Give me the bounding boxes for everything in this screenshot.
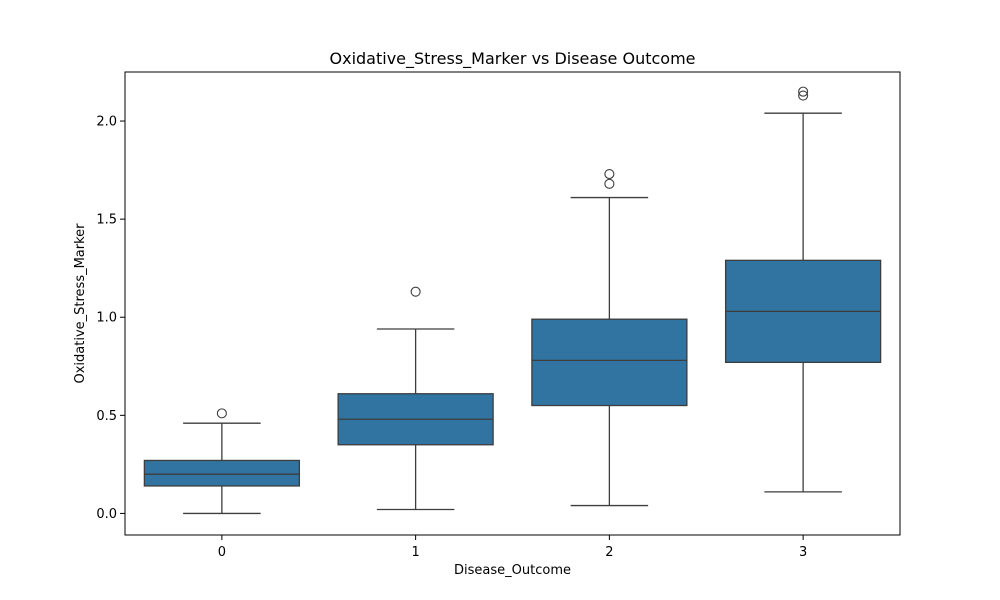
- y-tick-label: 0.5: [96, 409, 117, 424]
- outlier-point: [798, 86, 809, 97]
- x-tick-label: 2: [605, 545, 613, 560]
- x-axis-label: Disease_Outcome: [454, 563, 571, 578]
- outlier-point: [410, 286, 421, 297]
- boxes-layer: [143, 86, 882, 515]
- iqr-box: [531, 318, 688, 407]
- y-axis: 0.0 0.5 1.0 1.5 2.0: [96, 115, 125, 522]
- x-tick-label: 1: [411, 545, 419, 560]
- outlier-point: [604, 168, 615, 180]
- outlier-point: [604, 178, 615, 189]
- outlier-point: [216, 408, 227, 419]
- x-tick-label: 3: [799, 545, 807, 560]
- box-group-0: [143, 408, 301, 515]
- y-tick-label: 1.0: [96, 311, 117, 326]
- y-tick-label: 0.0: [96, 507, 117, 522]
- box-group-1: [337, 286, 494, 511]
- x-tick-label: 0: [218, 545, 226, 560]
- outlier-point: [798, 90, 809, 101]
- y-axis-label: Oxidative_Stress_Marker: [73, 223, 88, 384]
- y-tick-label: 2.0: [96, 115, 117, 130]
- x-axis: 0 1 2 3: [218, 535, 807, 560]
- iqr-box: [143, 459, 301, 487]
- y-tick-label: 1.5: [96, 213, 117, 228]
- box-group-3: [724, 86, 882, 493]
- chart-title: Oxidative_Stress_Marker vs Disease Outco…: [330, 49, 696, 69]
- plot-frame: [124, 71, 901, 536]
- box-group-2: [531, 168, 688, 507]
